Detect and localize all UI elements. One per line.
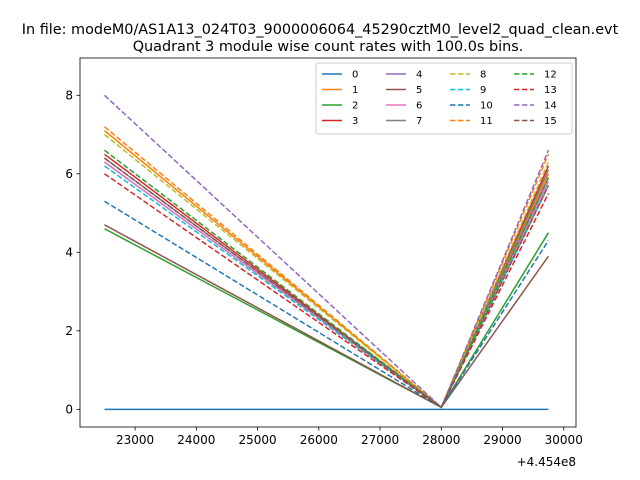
legend-label-14: 14	[544, 101, 557, 112]
x-offset-label: +4.454e8	[517, 455, 576, 469]
legend-label-4: 4	[416, 70, 422, 81]
x-tick-label: 23000	[116, 433, 154, 447]
legend-label-8: 8	[480, 70, 486, 81]
x-tick-label: 28000	[422, 433, 460, 447]
axes-frame	[79, 57, 577, 428]
legend-label-2: 2	[352, 101, 358, 112]
y-tick-label: 2	[65, 324, 73, 338]
series-line-15	[104, 157, 550, 409]
y-tick-label: 0	[65, 403, 73, 417]
legend-label-13: 13	[544, 85, 557, 96]
legend-label-3: 3	[352, 116, 358, 127]
legend-label-1: 1	[352, 85, 358, 96]
chart-title: Quadrant 3 module wise count rates with …	[133, 39, 524, 55]
x-tick-label: 27000	[361, 433, 399, 447]
legend-label-10: 10	[480, 101, 493, 112]
x-tick-label: 25000	[238, 433, 276, 447]
legend-label-6: 6	[416, 101, 422, 112]
y-tick-label: 6	[65, 167, 73, 181]
x-tick-label: 24000	[177, 433, 215, 447]
ticks-layer: 23000 24000 25000 26000 27000 28000 29000 30000…	[65, 89, 582, 447]
legend-label-7: 7	[416, 116, 422, 127]
legend-label-12: 12	[544, 70, 557, 81]
series-line-8	[104, 133, 550, 409]
legend-box	[315, 62, 573, 135]
figure-suptitle: In file: modeM0/AS1A13_024T03_9000006064…	[22, 22, 619, 38]
x-tick-label: 29000	[483, 433, 521, 447]
legend-label-9: 9	[480, 85, 486, 96]
y-tick-label: 8	[65, 89, 73, 103]
x-tick-label: 26000	[300, 433, 338, 447]
series-line-13	[104, 173, 550, 409]
x-tick-label: 30000	[545, 433, 583, 447]
y-tick-label: 4	[65, 246, 73, 260]
legend-label-5: 5	[416, 85, 422, 96]
legend-label-0: 0	[352, 70, 358, 81]
series-line-10	[104, 200, 550, 409]
legend-label-15: 15	[544, 116, 557, 127]
legend-label-11: 11	[480, 116, 493, 127]
series-layer	[103, 94, 550, 411]
